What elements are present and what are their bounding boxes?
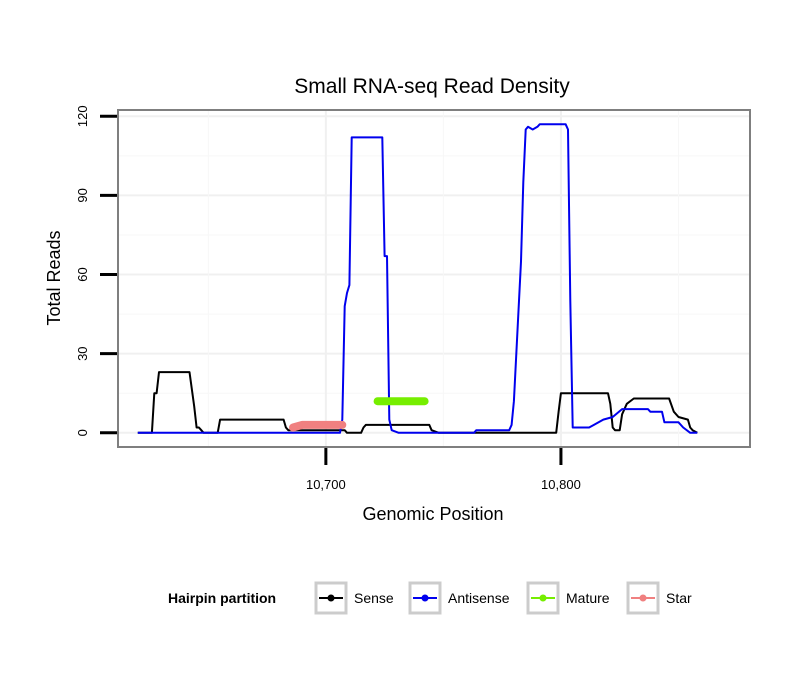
x-axis: 10,700 10,800 [306,448,581,492]
y-tick-label: 0 [75,429,90,436]
legend-key-dot-sense [327,594,335,602]
x-tick-label: 10,700 [306,477,346,492]
y-axis-label: Total Reads [44,230,64,325]
legend-label-star: Star [666,590,692,606]
legend-label-antisense: Antisense [448,590,510,606]
legend-item-mature: Mature [526,581,610,615]
y-tick-label: 30 [75,346,90,360]
legend-title: Hairpin partition [168,590,276,606]
legend-label-mature: Mature [566,590,610,606]
legend-item-sense: Sense [314,581,394,615]
series-line-antisense [137,123,698,434]
y-tick-label: 90 [75,188,90,202]
legend-item-star: Star [626,581,692,615]
legend: Hairpin partition Sense Antisense Mature St… [168,581,692,615]
y-axis: 0 30 60 90 120 [75,105,117,436]
series-line-star [289,420,347,432]
x-tick-label: 10,800 [541,477,581,492]
series-layer [137,123,698,434]
legend-key-dot-antisense [421,594,429,602]
y-tick-label: 60 [75,267,90,281]
plot-panel [117,109,751,448]
legend-label-sense: Sense [354,590,394,606]
grid [119,111,749,446]
series-line-sense [137,371,698,434]
chart-title: Small RNA-seq Read Density [294,75,570,98]
x-axis-label: Genomic Position [362,504,503,524]
legend-key-dot-star [639,594,647,602]
legend-key-dot-mature [539,594,547,602]
legend-item-antisense: Antisense [408,581,510,615]
y-tick-label: 120 [75,105,90,127]
